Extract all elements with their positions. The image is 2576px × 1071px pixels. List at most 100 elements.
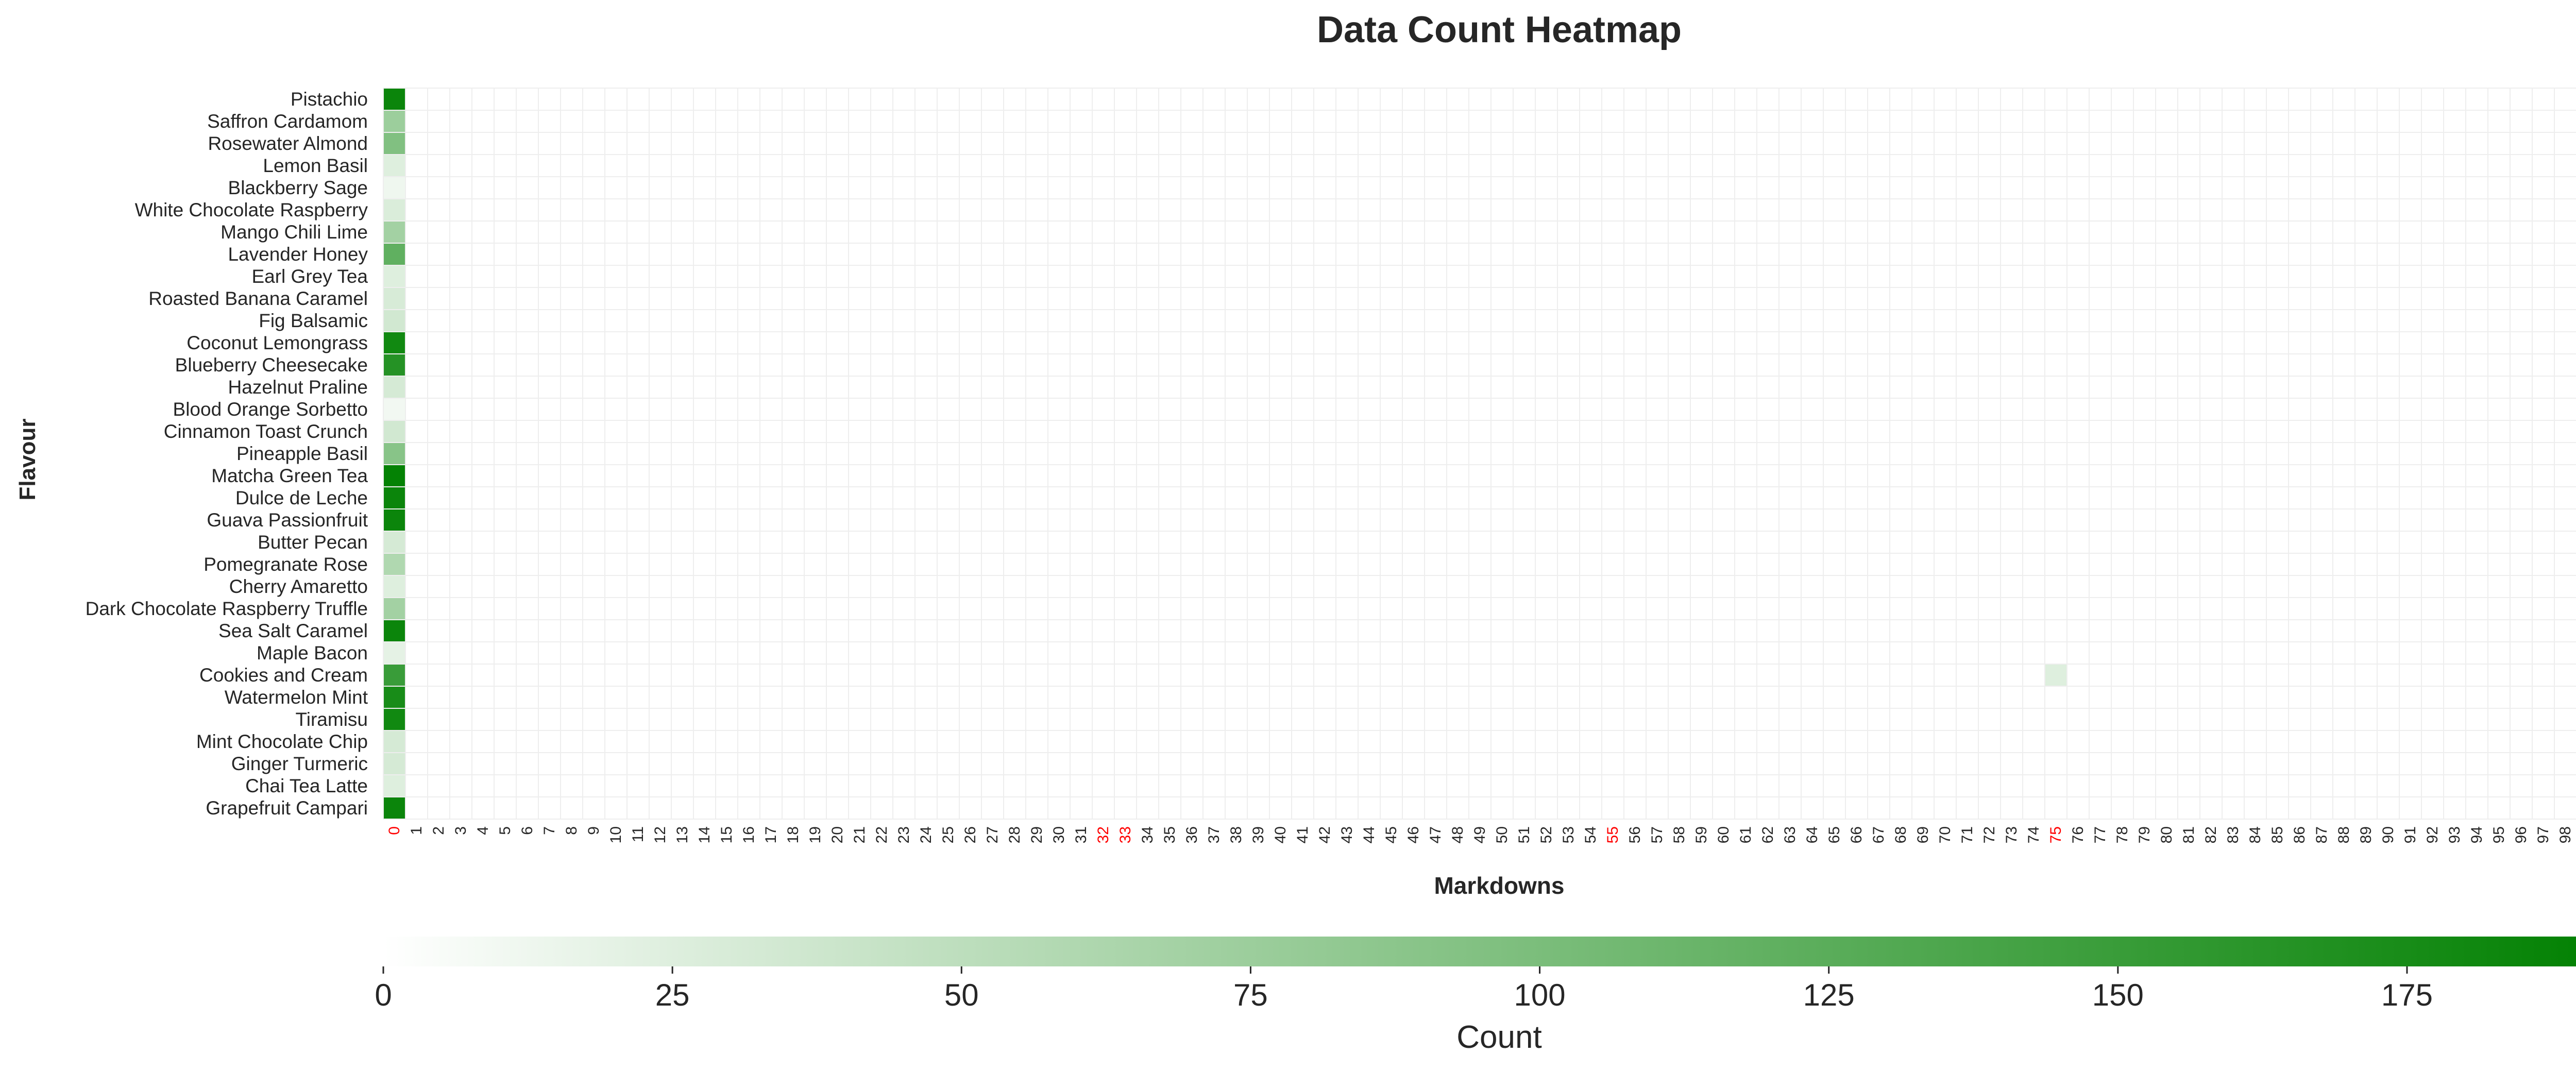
heatmap-cell (384, 199, 405, 220)
column-label: 5 (497, 826, 514, 835)
column-label: 93 (2446, 826, 2463, 843)
row-label: Fig Balsamic (259, 310, 368, 331)
column-label: 78 (2114, 826, 2131, 843)
column-label: 22 (873, 826, 890, 843)
column-label: 46 (1405, 826, 1422, 843)
column-label: 31 (1073, 826, 1090, 843)
column-label: 39 (1250, 826, 1267, 843)
row-label: Matcha Green Tea (211, 465, 368, 486)
heatmap-cell (384, 354, 405, 376)
heatmap-cell (384, 332, 405, 353)
heatmap-cell (384, 532, 405, 553)
column-label: 69 (1914, 826, 1931, 843)
column-label: 24 (918, 826, 935, 843)
column-label: 13 (674, 826, 691, 843)
row-label: Chai Tea Latte (245, 775, 368, 796)
column-label: 23 (895, 826, 912, 843)
heatmap-grid (383, 88, 2576, 819)
heatmap-cell (384, 266, 405, 287)
column-label: 36 (1183, 826, 1200, 843)
column-label: 65 (1826, 826, 1843, 843)
column-label: 76 (2070, 826, 2087, 843)
column-label: 89 (2358, 826, 2375, 843)
colorbar-tick-label: 175 (2381, 978, 2433, 1012)
column-label: 64 (1804, 826, 1821, 843)
column-label: 77 (2092, 826, 2109, 843)
column-label: 79 (2136, 826, 2153, 843)
column-label: 38 (1228, 826, 1245, 843)
column-label: 47 (1427, 826, 1444, 843)
column-label: 72 (1981, 826, 1998, 843)
heatmap-cell (384, 731, 405, 752)
heatmap-cell (384, 443, 405, 464)
colorbar-tick-label: 0 (375, 978, 392, 1012)
column-label: 28 (1006, 826, 1023, 843)
column-label: 42 (1316, 826, 1333, 843)
column-label: 54 (1582, 826, 1599, 843)
row-label: Dark Chocolate Raspberry Truffle (86, 598, 368, 619)
heatmap-cell (384, 598, 405, 619)
colorbar-tick-label: 125 (1803, 978, 1855, 1012)
row-label: Lemon Basil (263, 155, 368, 176)
column-label: 66 (1848, 826, 1865, 843)
heatmap-cell (384, 665, 405, 686)
column-label: 32 (1095, 826, 1112, 843)
colorbar-tick-label: 50 (944, 978, 979, 1012)
row-label: Dulce de Leche (235, 487, 368, 508)
heatmap-cell (384, 421, 405, 442)
column-label: 60 (1715, 826, 1732, 843)
colorbar-tick-label: 25 (655, 978, 690, 1012)
column-label: 33 (1117, 826, 1134, 843)
heatmap-cell (384, 576, 405, 597)
chart-title: Data Count Heatmap (1317, 9, 1682, 50)
row-label: Guava Passionfruit (207, 509, 368, 531)
column-label: 57 (1649, 826, 1666, 843)
column-label: 20 (829, 826, 846, 843)
heatmap-cell (384, 288, 405, 309)
colorbar-ticks: 0 25 50 75 100 125 150 175 (375, 966, 2433, 1012)
column-label: 91 (2402, 826, 2419, 843)
heatmap-cell (384, 310, 405, 331)
row-label: Mango Chili Lime (221, 222, 368, 243)
column-label: 95 (2490, 826, 2507, 843)
column-label: 1 (408, 826, 425, 835)
heatmap-cell (384, 554, 405, 575)
column-label: 9 (585, 826, 602, 835)
column-label: 71 (1959, 826, 1976, 843)
column-label: 14 (696, 826, 713, 843)
column-label: 74 (2025, 826, 2042, 843)
row-label: White Chocolate Raspberry (135, 199, 368, 220)
column-label: 62 (1759, 826, 1776, 843)
column-label: 10 (607, 826, 624, 843)
column-label: 90 (2380, 826, 2397, 843)
column-label: 43 (1338, 826, 1355, 843)
heatmap-cell (384, 111, 405, 132)
row-label: Saffron Cardamom (207, 111, 368, 132)
row-label: Pistachio (291, 89, 368, 110)
heatmap-cell (384, 155, 405, 176)
column-label: 35 (1161, 826, 1178, 843)
x-axis-label: Markdowns (1434, 872, 1564, 899)
column-label: 11 (630, 826, 647, 842)
column-label: 6 (519, 826, 536, 835)
heatmap-cell (384, 399, 405, 420)
heatmap-cell (384, 89, 405, 110)
column-label: 94 (2468, 826, 2485, 843)
heatmap-cell (384, 620, 405, 641)
column-label: 30 (1050, 826, 1067, 843)
column-label: 7 (541, 826, 558, 835)
heatmap-cell (384, 377, 405, 398)
heatmap-cell (384, 222, 405, 243)
column-label: 55 (1604, 826, 1621, 843)
row-label: Lavender Honey (228, 244, 368, 265)
column-label: 18 (785, 826, 802, 843)
heatmap-cell (384, 487, 405, 508)
column-label: 86 (2291, 826, 2308, 843)
column-label: 80 (2158, 826, 2175, 843)
column-label: 75 (2047, 826, 2064, 843)
column-label: 12 (652, 826, 669, 843)
row-label: Hazelnut Praline (228, 377, 368, 398)
row-label: Blackberry Sage (228, 177, 368, 198)
column-label: 34 (1139, 826, 1156, 843)
